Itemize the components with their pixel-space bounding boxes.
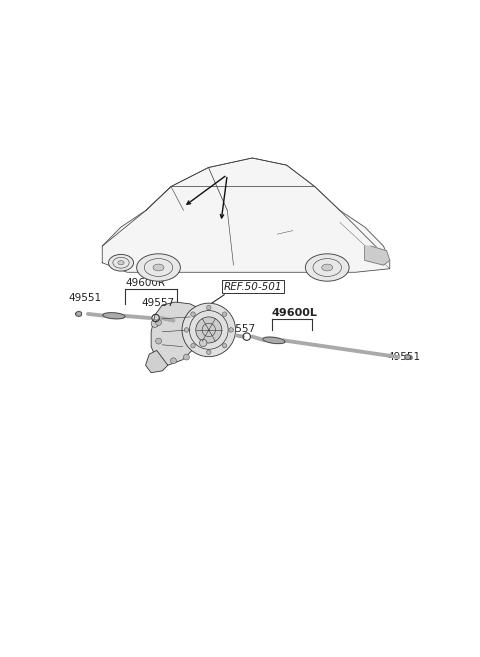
Circle shape bbox=[183, 354, 190, 360]
Text: 49600L: 49600L bbox=[271, 307, 317, 317]
Circle shape bbox=[151, 320, 158, 327]
Circle shape bbox=[156, 338, 162, 344]
Polygon shape bbox=[102, 158, 390, 272]
Polygon shape bbox=[365, 246, 390, 265]
Polygon shape bbox=[145, 350, 168, 373]
Circle shape bbox=[191, 344, 195, 348]
Circle shape bbox=[182, 303, 236, 357]
Circle shape bbox=[200, 339, 207, 347]
Circle shape bbox=[191, 312, 195, 317]
Circle shape bbox=[206, 350, 211, 355]
Text: 49551: 49551 bbox=[68, 293, 101, 303]
Ellipse shape bbox=[305, 254, 349, 281]
Polygon shape bbox=[103, 313, 125, 319]
Ellipse shape bbox=[153, 264, 164, 271]
Circle shape bbox=[196, 317, 222, 343]
Polygon shape bbox=[263, 337, 285, 344]
Text: 49557: 49557 bbox=[223, 324, 256, 334]
Text: REF.50-501: REF.50-501 bbox=[224, 282, 282, 292]
Text: 49551: 49551 bbox=[387, 352, 420, 362]
Circle shape bbox=[184, 328, 189, 332]
Ellipse shape bbox=[118, 261, 124, 265]
Circle shape bbox=[156, 319, 162, 325]
Circle shape bbox=[222, 312, 227, 317]
Text: 49557: 49557 bbox=[141, 298, 174, 308]
Ellipse shape bbox=[108, 254, 133, 271]
Polygon shape bbox=[405, 355, 411, 359]
Circle shape bbox=[229, 328, 233, 332]
Polygon shape bbox=[76, 311, 82, 316]
Polygon shape bbox=[151, 302, 202, 365]
Ellipse shape bbox=[322, 264, 333, 271]
Circle shape bbox=[222, 344, 227, 348]
Text: 49600R: 49600R bbox=[125, 278, 165, 288]
Circle shape bbox=[206, 306, 211, 310]
Ellipse shape bbox=[137, 254, 180, 281]
Circle shape bbox=[170, 358, 177, 364]
